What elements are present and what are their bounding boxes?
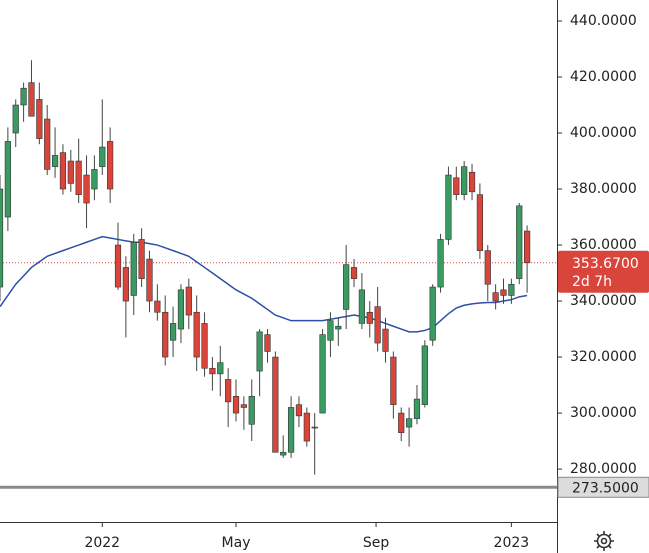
y-tick-label: 440.0000 bbox=[570, 13, 637, 29]
candle-body bbox=[398, 412, 405, 433]
candle-body bbox=[209, 367, 216, 375]
candle-body bbox=[177, 289, 185, 330]
candle-body bbox=[405, 418, 413, 428]
candle-body bbox=[114, 244, 122, 288]
candle-body bbox=[264, 334, 271, 352]
candle-body bbox=[36, 99, 43, 139]
candle-body bbox=[130, 241, 137, 296]
candle-body bbox=[0, 188, 4, 288]
level-label: 273.5000 bbox=[572, 480, 639, 496]
candle-body bbox=[162, 311, 169, 358]
candle-body bbox=[146, 258, 153, 302]
candle-body bbox=[122, 267, 129, 302]
candle-body bbox=[429, 286, 436, 341]
candle-body bbox=[256, 331, 263, 372]
candle-body bbox=[232, 395, 240, 414]
price-label-box bbox=[558, 250, 649, 293]
candle-body bbox=[335, 325, 342, 330]
candle-body bbox=[91, 169, 98, 190]
candle-body bbox=[343, 264, 350, 310]
candle-body bbox=[366, 311, 373, 324]
y-tick-label: 420.0000 bbox=[570, 69, 637, 85]
x-tick-label: 2023 bbox=[494, 535, 530, 551]
candle-body bbox=[138, 239, 145, 279]
candle-body bbox=[390, 356, 397, 405]
candle-body bbox=[169, 323, 177, 341]
gear-ring bbox=[596, 533, 612, 549]
candle-body bbox=[382, 328, 389, 352]
candle-body bbox=[468, 171, 476, 193]
candle-body bbox=[280, 451, 287, 456]
candle-body bbox=[20, 87, 27, 106]
candle-body bbox=[201, 323, 208, 369]
y-tick-label: 380.0000 bbox=[570, 181, 637, 197]
candle-body bbox=[319, 334, 326, 414]
candle-body bbox=[67, 160, 74, 184]
candle-body bbox=[311, 426, 318, 429]
gear-hub bbox=[600, 537, 608, 545]
candle-body bbox=[453, 177, 460, 195]
candle-body bbox=[295, 404, 303, 417]
candle-body bbox=[83, 174, 90, 204]
candle-body bbox=[12, 104, 19, 134]
candle-body bbox=[350, 267, 358, 279]
price-label: 353.6700 bbox=[572, 256, 639, 272]
candle-body bbox=[75, 160, 82, 195]
settings-icon[interactable] bbox=[594, 531, 614, 551]
candle-body bbox=[240, 404, 247, 408]
y-tick-label: 280.0000 bbox=[570, 461, 637, 477]
x-tick-label: May bbox=[222, 535, 251, 551]
candle-body bbox=[437, 239, 444, 288]
candle-body bbox=[44, 118, 51, 170]
y-tick-label: 320.0000 bbox=[570, 349, 637, 365]
candle-body bbox=[4, 141, 11, 218]
x-tick-label: 2022 bbox=[84, 535, 120, 551]
candle-body bbox=[99, 146, 106, 167]
candle-body bbox=[445, 174, 452, 240]
plot-area bbox=[0, 60, 557, 489]
candle-body bbox=[28, 82, 35, 117]
candle-body bbox=[492, 292, 499, 302]
candle-body bbox=[327, 320, 334, 341]
y-tick-label: 400.0000 bbox=[570, 125, 637, 141]
candle-body bbox=[107, 141, 114, 190]
candle-body bbox=[413, 398, 421, 419]
candle-body bbox=[358, 289, 365, 324]
y-tick-label: 360.0000 bbox=[570, 237, 637, 253]
moving-average bbox=[0, 235, 528, 333]
candle-body bbox=[185, 286, 192, 316]
candle-body bbox=[461, 166, 468, 195]
candle-body bbox=[225, 379, 232, 403]
candle-body bbox=[421, 345, 428, 405]
candle-body bbox=[154, 300, 161, 313]
candle-body bbox=[217, 362, 224, 375]
y-tick-label: 340.0000 bbox=[570, 293, 637, 309]
countdown-label: 2d 7h bbox=[572, 274, 612, 290]
y-tick-label: 300.0000 bbox=[570, 405, 637, 421]
candle-body bbox=[484, 250, 491, 285]
candle-body bbox=[59, 152, 67, 190]
candle-body bbox=[524, 230, 531, 264]
x-tick-label: Sep bbox=[363, 535, 390, 551]
candle-body bbox=[51, 155, 59, 167]
candle-body bbox=[272, 356, 279, 453]
candle-body bbox=[193, 311, 200, 358]
candle-body bbox=[508, 283, 515, 296]
candle-body bbox=[516, 205, 523, 279]
candle-body bbox=[287, 407, 295, 453]
candle-body bbox=[500, 289, 507, 296]
candle-body bbox=[248, 395, 255, 425]
level-label-box bbox=[557, 476, 649, 498]
candle-body bbox=[303, 412, 310, 442]
candle-body bbox=[476, 194, 484, 251]
gear-teeth bbox=[594, 531, 614, 551]
candle-body bbox=[374, 306, 381, 344]
